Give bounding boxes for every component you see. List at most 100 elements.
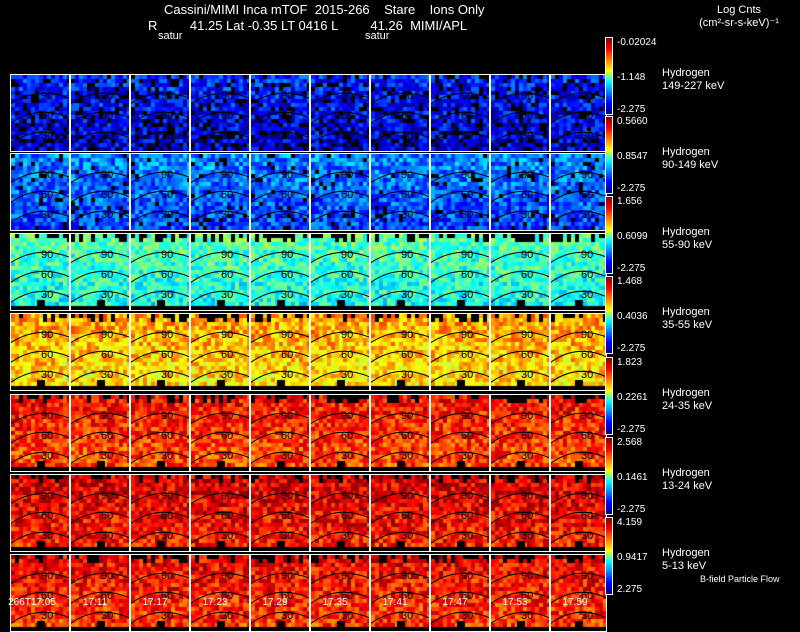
- grid-tick-label: 30: [341, 289, 354, 301]
- grid-tick-label: 90: [41, 570, 54, 582]
- pitch-angle-contours: [71, 331, 129, 383]
- grid-tick-label: 30: [461, 610, 474, 622]
- sky-map-panel: 90 60 30: [430, 474, 490, 552]
- grid-tick-label: 30: [341, 450, 354, 462]
- contour-line: [131, 431, 189, 444]
- contour-line: [551, 210, 606, 223]
- grid-tick-label: 90: [161, 169, 174, 181]
- grid-tick-label: 90: [581, 329, 594, 341]
- sky-map-pixels: [431, 395, 489, 471]
- grid-tick-label: 60: [341, 430, 354, 442]
- sky-map-panel: 90 60 30: [10, 554, 70, 632]
- sky-map-panel: 90 60 30: [70, 474, 130, 552]
- grid-tick-label: 60: [161, 430, 174, 442]
- sky-map-panel: 90 60 30: [190, 554, 250, 632]
- grid-tick-label: 60: [101, 269, 114, 281]
- grid-tick-label: 60: [341, 189, 354, 201]
- grid-tick-label: 90: [401, 570, 414, 582]
- sky-map-panel: 90 60 30: [370, 233, 430, 311]
- grid-tick-label: 30: [521, 209, 534, 221]
- grid-tick-label: 30: [581, 289, 594, 301]
- grid-tick-label: 60: [401, 269, 414, 281]
- pitch-angle-contours: [551, 412, 606, 464]
- sky-map-pixels: [491, 234, 549, 310]
- grid-tick-label: 30: [101, 289, 114, 301]
- time-label: 17:59: [562, 597, 588, 608]
- sky-map-panel: 90 60 30: [550, 233, 607, 311]
- contour-line: [431, 572, 489, 585]
- sky-map-pixels: [551, 154, 606, 230]
- colorbar-max-label: -0.02024: [617, 37, 657, 48]
- contour-line: [371, 451, 429, 464]
- contour-line: [131, 171, 189, 184]
- sky-map-pixels: [371, 395, 429, 471]
- contour-line: [311, 431, 369, 444]
- sky-map-pixels: [311, 314, 369, 390]
- grid-tick-label: 30: [281, 130, 294, 142]
- energy-range: 90-149 keV: [662, 159, 719, 171]
- sky-map-pixels: [311, 395, 369, 471]
- contour-line: [131, 572, 189, 585]
- grid-tick-label: 90: [461, 570, 474, 582]
- grid-tick-label: 30: [101, 450, 114, 462]
- contour-line: [551, 591, 606, 604]
- sky-map-pixels: [251, 395, 309, 471]
- contour-line: [71, 451, 129, 464]
- grid-tick-label: 60: [221, 269, 234, 281]
- grid-tick-label: 90: [281, 90, 294, 102]
- colorbar: [605, 196, 613, 274]
- energy-range: 149-227 keV: [662, 80, 725, 92]
- pitch-angle-contours: [131, 492, 189, 544]
- pitch-angle-contours: [11, 492, 69, 544]
- contour-line: [11, 572, 69, 585]
- contour-line: [371, 350, 429, 363]
- grid-tick-label: 90: [101, 90, 114, 102]
- grid-tick-label: 60: [41, 189, 54, 201]
- colorbar-mid-label: 0.9417: [617, 552, 648, 563]
- grid-tick-label: 90: [581, 90, 594, 102]
- sky-map-pixels: [191, 234, 249, 310]
- sky-map-pixels: [431, 475, 489, 551]
- colorbar: [605, 276, 613, 354]
- row-species-label: Hydrogen 35-55 keV: [662, 306, 712, 332]
- sky-map-pixels: [191, 314, 249, 390]
- contour-line: [251, 210, 309, 223]
- contour-line: [431, 412, 489, 425]
- pitch-angle-contours: [431, 251, 489, 303]
- sky-map-pixels: [71, 234, 129, 310]
- sky-map-panel: 90 60 30: [190, 474, 250, 552]
- contour-line: [491, 210, 549, 223]
- colorbar-max-label: 2.568: [617, 437, 643, 448]
- energy-range: 5-13 keV: [662, 560, 707, 572]
- sky-map-pixels: [251, 314, 309, 390]
- sky-map-panel: 90 60 30: [430, 313, 490, 391]
- grid-tick-label: 60: [461, 189, 474, 201]
- contour-line: [371, 591, 429, 604]
- grid-tick-label: 90: [461, 249, 474, 261]
- grid-tick-label: 30: [161, 530, 174, 542]
- contour-line: [551, 370, 606, 383]
- sky-map-panel: 90 60 30: [310, 233, 370, 311]
- contour-line: [491, 412, 549, 425]
- contour-line: [131, 270, 189, 283]
- sky-map-pixels: [251, 154, 309, 230]
- contour-line: [551, 92, 606, 105]
- contour-line: [11, 370, 69, 383]
- sky-map-panel: 90 60 30: [490, 74, 550, 152]
- grid-tick-label: 30: [401, 610, 414, 622]
- sky-map-pixels: [491, 154, 549, 230]
- sky-map-panel: 90 60 30: [430, 74, 490, 152]
- contour-line: [551, 251, 606, 264]
- sky-map-pixels: [551, 475, 606, 551]
- grid-tick-label: 60: [461, 430, 474, 442]
- energy-range: 35-55 keV: [662, 319, 713, 331]
- grid-tick-label: 90: [41, 169, 54, 181]
- species-name: Hydrogen: [662, 306, 710, 318]
- pitch-angle-contours: [251, 92, 309, 144]
- time-label: 17:53: [502, 597, 528, 608]
- sky-map-panel: 90 60 30: [70, 233, 130, 311]
- sky-map-pixels: [371, 234, 429, 310]
- grid-tick-label: 30: [101, 610, 114, 622]
- contour-line: [11, 350, 69, 363]
- sky-map-panel: 90 60 30: [550, 74, 607, 152]
